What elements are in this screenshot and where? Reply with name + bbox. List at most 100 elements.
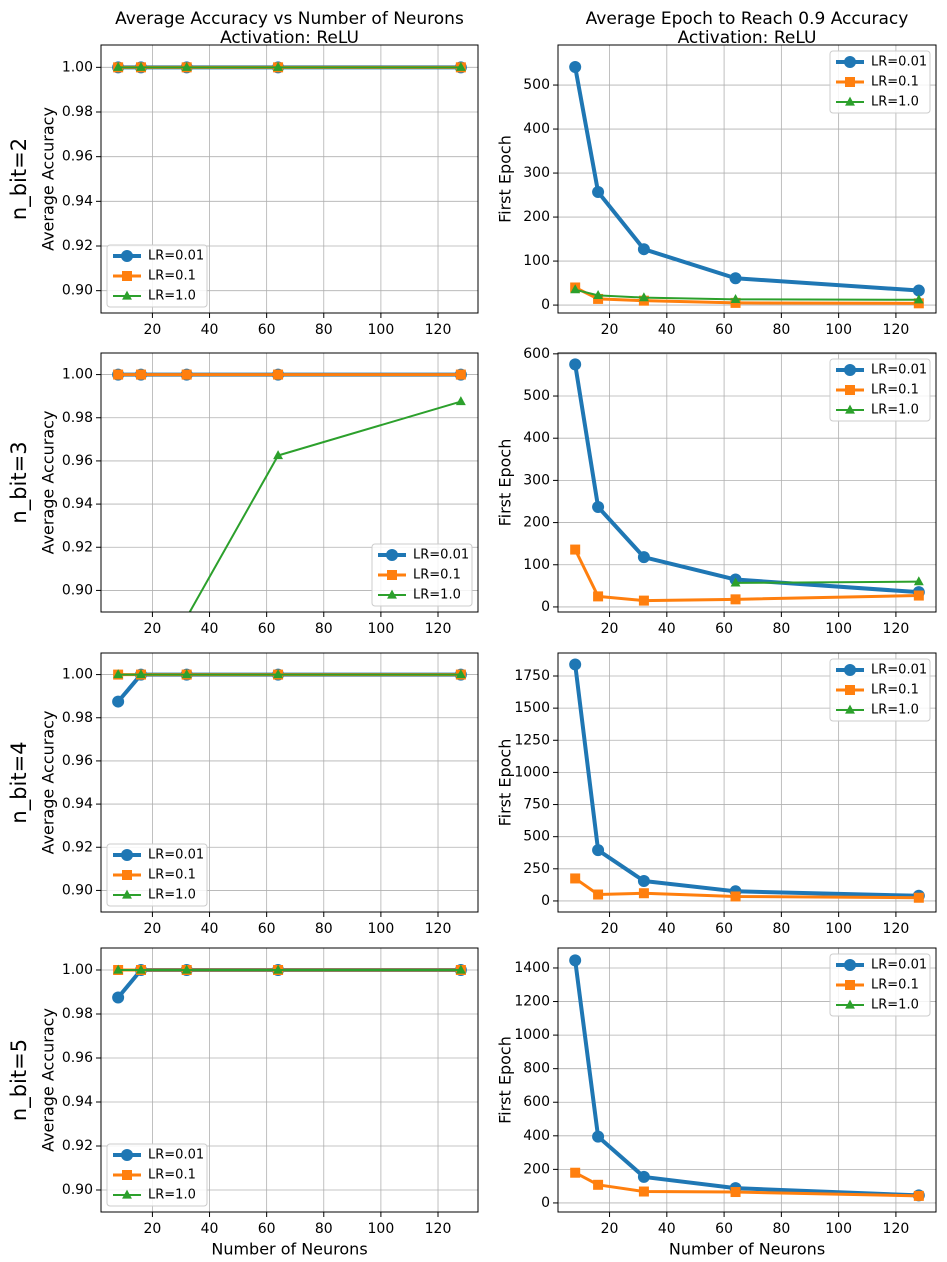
point [570,284,581,294]
x-tick-label: 40 [201,322,219,338]
point [181,669,192,679]
point [112,991,125,1004]
point [844,664,856,676]
y-tick-label: 300 [523,165,550,181]
y-tick-label: 200 [523,515,550,531]
series-line [116,672,461,703]
point [637,875,650,888]
legend-label: LR=0.01 [871,958,927,973]
x-tick-label: 80 [772,621,790,637]
y-tick-label: 100 [523,253,550,269]
x-tick-label: 100 [368,921,395,937]
y-tick-label: 0.90 [62,582,93,598]
legend-box [371,543,473,607]
point [845,77,855,87]
x-tick-label: 120 [883,621,910,637]
point [730,293,741,303]
chart-title: Average Epoch to Reach 0.9 Accuracy [586,9,909,29]
point [845,404,855,414]
point [569,61,582,74]
x-tick-label: 60 [258,1221,276,1237]
row-label: n_bit=2 [7,138,32,220]
plot-area [112,668,467,708]
legend-label: LR=0.01 [148,1148,204,1163]
y-tick-label: 1000 [514,764,550,780]
y-tick-label: 1200 [514,994,550,1010]
x-tick-label: 100 [825,322,852,338]
x-tick-label: 80 [315,621,333,637]
point [913,294,924,304]
x-tick-label: 120 [425,621,452,637]
legend: LR=0.01 LR=0.1 LR=1.0 [829,50,931,114]
y-tick-label: 0.94 [62,496,93,512]
series-line [116,968,461,999]
legend-box [106,244,208,308]
y-tick-label: 300 [523,472,550,488]
x-tick-label: 20 [143,621,161,637]
point [136,61,146,71]
point [122,290,132,300]
y-tick-label: 1.00 [62,667,93,683]
legend-box [106,843,208,907]
point [913,576,924,586]
point [570,544,581,555]
y-tick-label: 0.92 [62,839,93,855]
legend-label: LR=1.0 [148,289,196,304]
x-tick-label: 20 [601,1221,619,1237]
point [455,61,466,71]
y-tick-label: 0.96 [62,149,93,165]
plot-area [112,61,467,74]
point [273,669,284,679]
y-tick-label: 500 [523,829,550,845]
point [273,61,284,71]
y-tick-label: 600 [523,1094,550,1110]
point [845,704,855,714]
legend: LR=0.01 LR=0.1 LR=1.0 [371,543,473,607]
axes-frame [557,652,937,913]
point [569,954,582,967]
y-tick-label: 0.98 [62,1006,93,1022]
y-tick-label: 0.92 [62,539,93,555]
y-tick-label: 1.00 [62,962,93,978]
point [637,243,650,256]
legend-label: LR=0.1 [871,75,919,90]
axes-frame [557,44,937,314]
y-axis-label: First Epoch [496,739,515,827]
x-tick-label: 120 [425,1221,452,1237]
x-axis-label: Number of Neurons [669,1240,825,1259]
x-tick-label: 60 [715,322,733,338]
legend-label: LR=0.01 [148,848,204,863]
x-tick-label: 120 [883,322,910,338]
point [637,1170,650,1183]
x-tick-label: 80 [772,921,790,937]
point [273,450,284,460]
y-tick-label: 1400 [514,960,550,976]
y-tick-label: 0.96 [62,453,93,469]
point [845,685,855,695]
plot-area [569,954,925,1202]
point [570,873,581,884]
point [136,909,146,918]
point [121,1149,133,1161]
x-tick-label: 40 [201,921,219,937]
point [638,292,649,302]
legend-label: LR=0.1 [413,568,461,583]
legend-box [829,658,931,722]
point [845,999,855,1009]
point [570,1167,581,1178]
point [845,96,855,106]
point [845,385,855,395]
x-tick-label: 100 [825,621,852,637]
y-tick-label: 0.98 [62,410,93,426]
y-axis-label: Average Accuracy [39,107,58,251]
point [593,591,604,602]
point [638,888,649,899]
point [912,284,925,297]
axes-frame [100,44,479,314]
point [844,56,856,68]
point [113,1233,123,1242]
y-axis-label: Average Accuracy [39,1008,58,1152]
legend-label: LR=1.0 [871,703,919,718]
x-tick-label: 60 [258,621,276,637]
point [730,891,741,902]
